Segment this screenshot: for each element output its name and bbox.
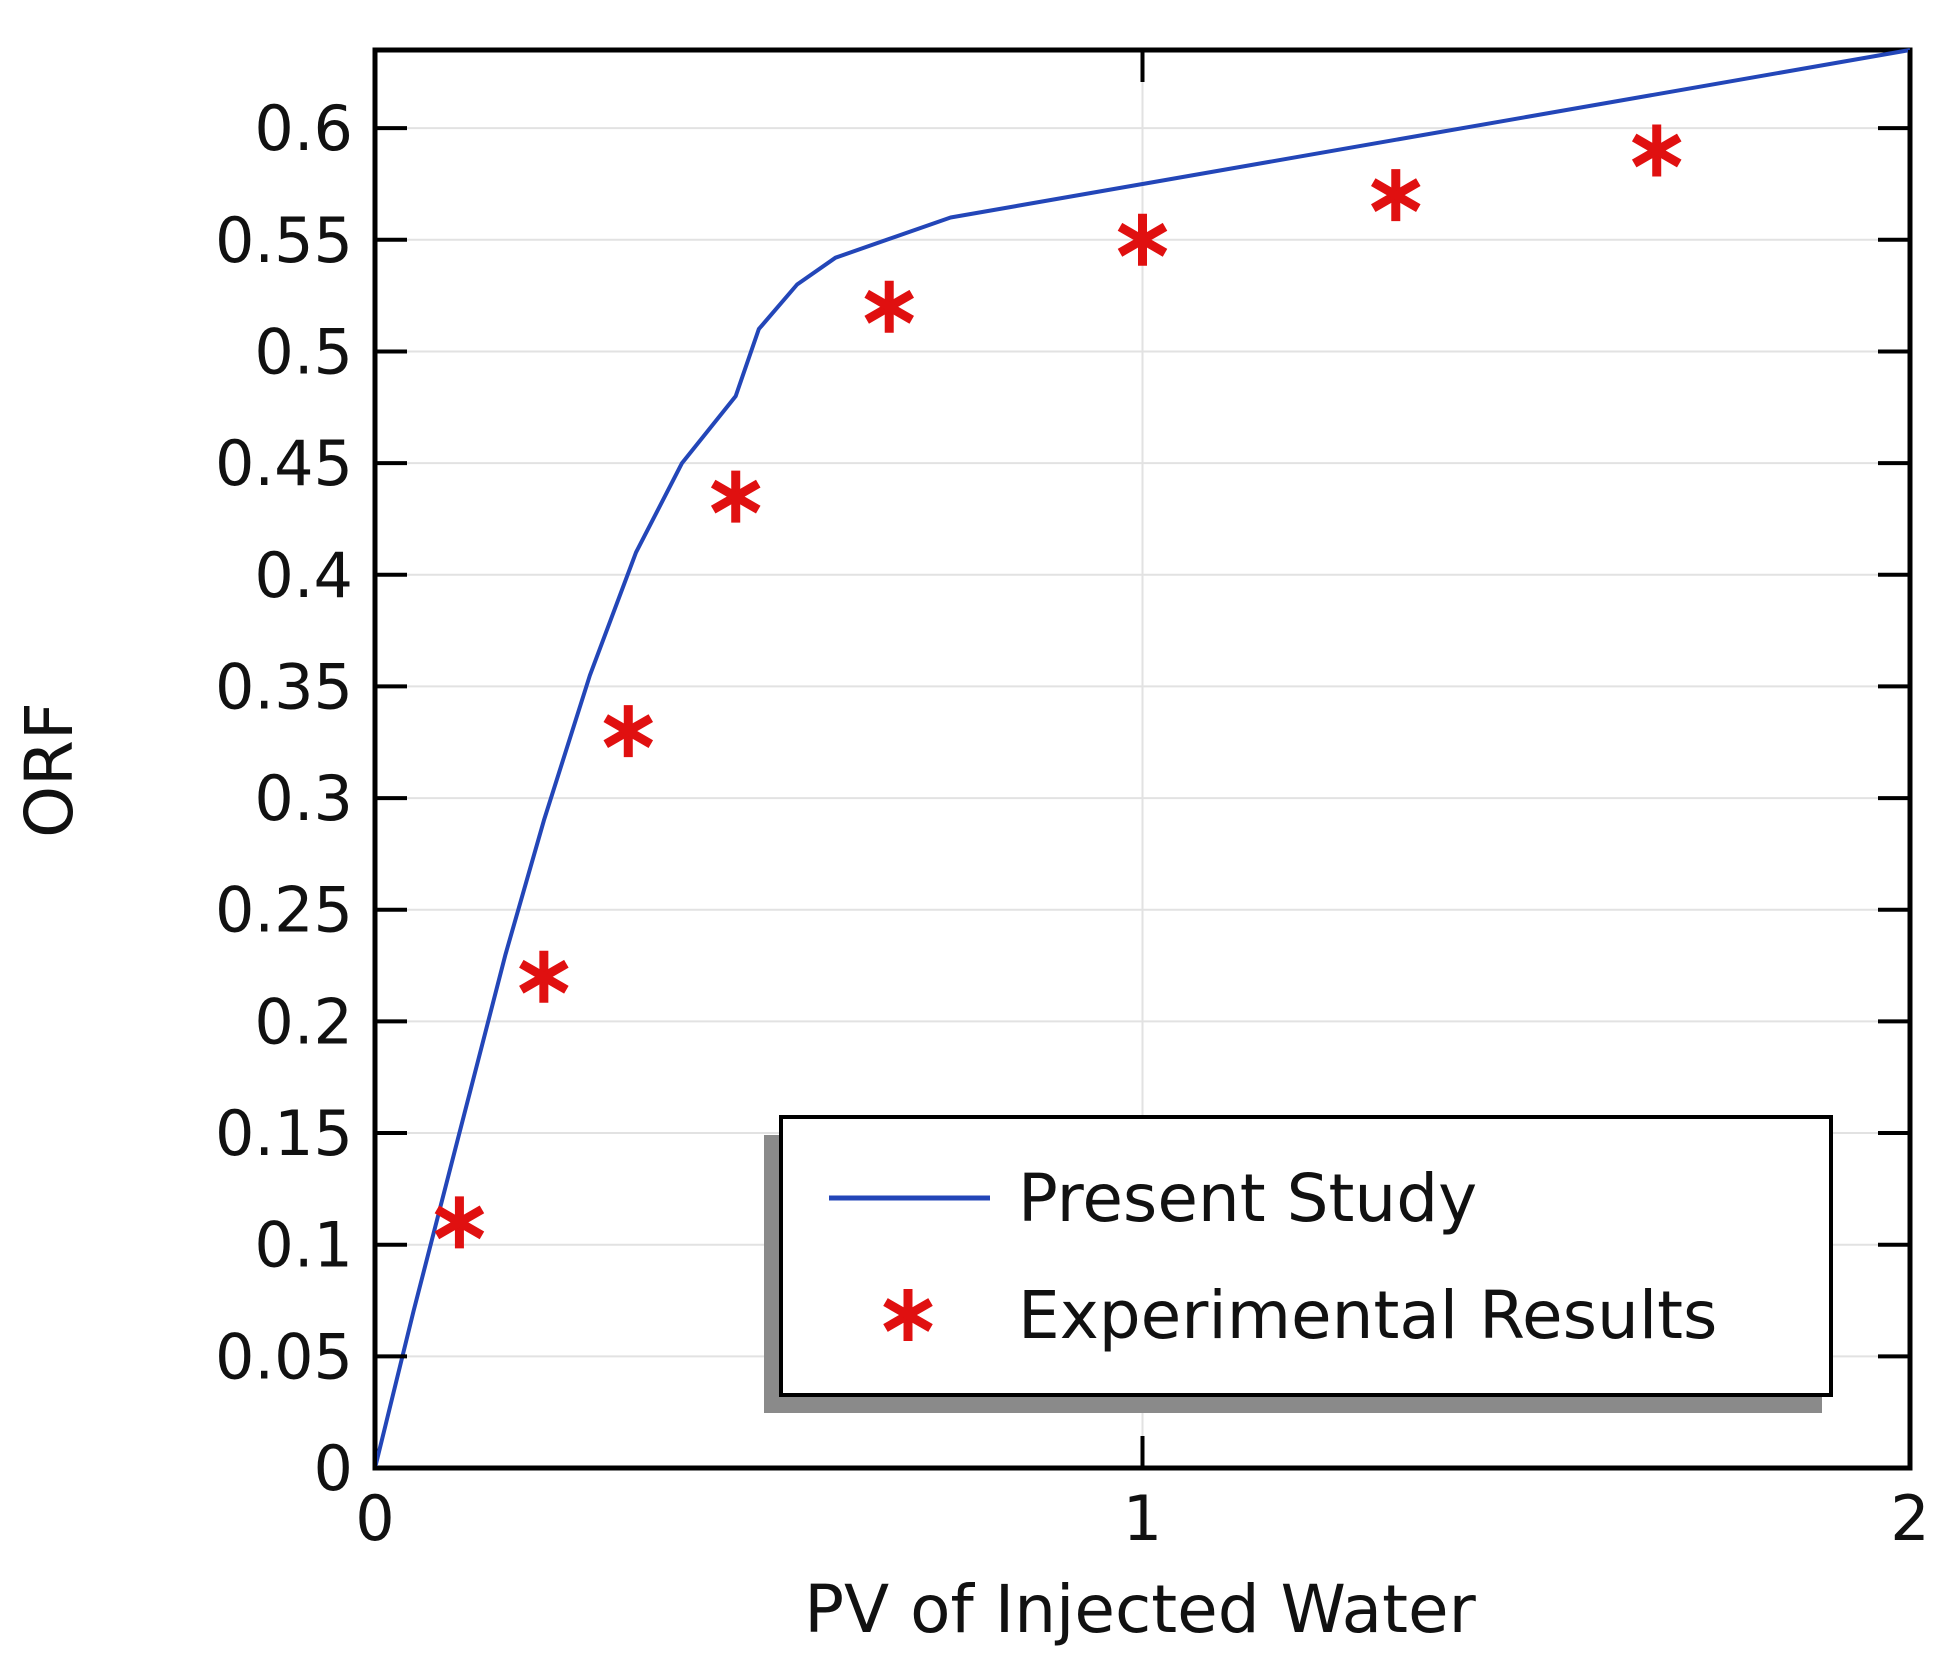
present-study-line [373,48,1911,1469]
legend-label-present-study: Present Study [1018,1160,1477,1237]
y-tick-label: 0.15 [215,1097,353,1170]
experimental-point [1117,213,1168,266]
experimental-point [519,950,569,1003]
present-study-series [373,48,1911,1469]
y-tick-label: 0.3 [254,762,353,835]
y-axis-title: ORF [11,702,88,838]
axis-ticks: 0 0.05 0.1 0.15 0.2 0.25 0.3 0.35 0.4 0.45 0.5 0.55… [215,50,1930,1555]
legend: Present Study Experimental Results [764,1115,1833,1413]
x-tick-label: 2 [1890,1482,1929,1555]
legend-asterisk [883,1289,933,1341]
y-tick-label: 0.1 [254,1209,353,1282]
experimental-point [864,280,914,333]
y-tick-label: 0 [314,1432,353,1505]
experimental-point [434,1196,485,1249]
y-tick-label: 0.25 [215,874,353,947]
legend-asterisk-marker [883,1289,933,1341]
y-tick-label: 0.6 [254,92,353,165]
x-tick-label: 0 [355,1482,394,1555]
y-tick-label: 0.5 [254,315,353,388]
y-tick-label: 0.05 [215,1320,353,1393]
y-tick-label: 0.45 [215,427,353,500]
experimental-point [1631,124,1682,177]
legend-label-experimental-results: Experimental Results [1018,1277,1717,1354]
y-tick-label: 0.55 [215,204,353,277]
legend-box [779,1115,1833,1397]
experimental-point [603,705,654,758]
y-tick-label: 0.2 [254,985,353,1058]
x-axis-title: PV of Injected Water [804,1571,1476,1648]
y-tick-label: 0.4 [254,539,353,612]
experimental-results-series [434,124,1682,1249]
y-tick-label: 0.35 [215,650,353,723]
experimental-point [1371,169,1421,222]
experimental-point [710,470,761,523]
x-tick-label: 1 [1123,1482,1162,1555]
